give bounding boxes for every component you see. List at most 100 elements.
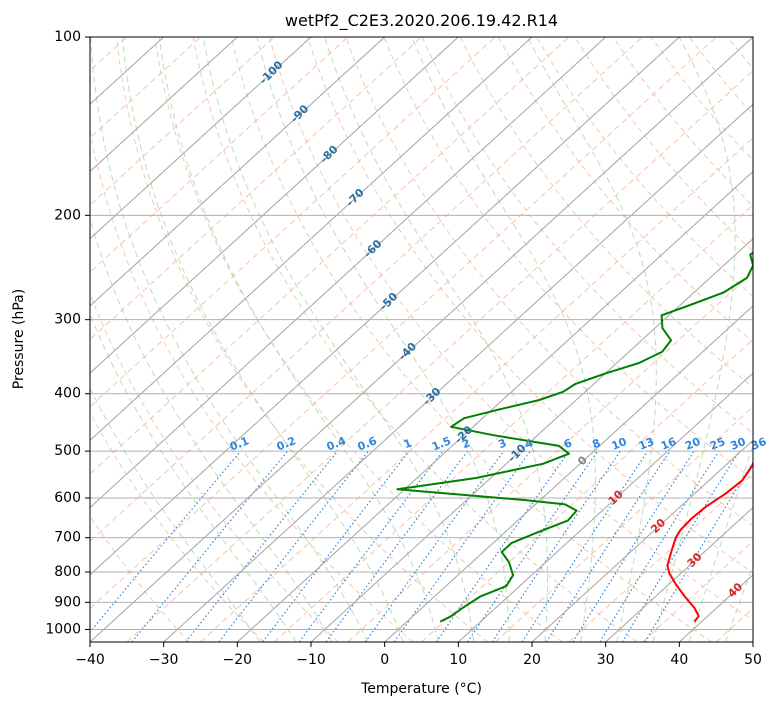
y-tick-label: 400 (54, 386, 81, 402)
mixing-ratio-label: 1 (402, 436, 414, 451)
isoline-labels: 0.1 0.2 0.4 0.6 1 1.5 2 3 4 6 8 10 13 16 20 25 30 36-100-… (228, 58, 769, 600)
mixing-ratio-line (325, 450, 468, 642)
moist-adiabat (90, 37, 369, 642)
x-tick-label: 20 (523, 652, 541, 668)
isotherm-label: -100 (257, 58, 286, 87)
reference-line (752, 641, 753, 642)
mixing-ratio-label: 25 (708, 435, 727, 453)
dry-adiabat (90, 515, 190, 642)
dry-adiabat (688, 37, 753, 116)
dry-adiabat (192, 37, 638, 642)
x-axis: −40 −30 −20 −10 0 10 20 30 40 50 (75, 642, 762, 668)
mixing-ratio-label: 2 (460, 436, 472, 451)
dry-adiabat (90, 127, 414, 642)
moist-adiabat (652, 37, 736, 642)
x-tick-label: 50 (744, 652, 762, 668)
mixing-ratio-line (185, 450, 339, 642)
dewpoint-line (396, 251, 753, 623)
isotherm-line (163, 103, 753, 642)
moist-adiabat (90, 387, 261, 642)
moist-adiabat (202, 37, 475, 642)
mixing-ratio-line (521, 450, 649, 642)
sounding-series (396, 251, 753, 623)
mixing-ratio-line (90, 450, 242, 633)
y-tick-label: 300 (54, 312, 81, 328)
moist-adiabat (158, 37, 439, 642)
mixing-ratio-label: 3 (496, 436, 508, 451)
isotherm-line (90, 37, 753, 642)
mixing-ratio-label: 36 (749, 435, 768, 453)
isotherm-line (310, 237, 753, 642)
isotherm-line (90, 37, 459, 374)
y-tick-label: 1000 (45, 621, 81, 637)
reference-line (90, 37, 533, 442)
mixing-ratio-label: 20 (683, 435, 702, 453)
y-axis-title: Pressure (hPa) (11, 289, 27, 389)
y-tick-label: 800 (54, 564, 81, 580)
y-tick-label: 600 (54, 490, 81, 506)
dry-adiabat (154, 37, 563, 642)
isotherm-line (90, 37, 607, 509)
reference-line (90, 37, 312, 240)
reference-line (90, 37, 238, 173)
moist-adiabat (90, 313, 297, 642)
plot-frame (89, 36, 754, 643)
mixing-ratio-line (298, 450, 444, 642)
isotherm-line (90, 37, 238, 173)
reference-line (90, 37, 643, 542)
x-tick-label: −40 (75, 652, 105, 668)
mixing-ratio-line (491, 450, 621, 642)
moist-adiabat (121, 37, 404, 642)
moist-adiabat (324, 37, 549, 642)
x-tick-label: 0 (380, 652, 389, 668)
reference-line (90, 37, 275, 206)
y-tick-label: 200 (54, 207, 81, 223)
mixing-ratio-label: 10 (610, 435, 629, 453)
dry-adiabat (268, 37, 753, 622)
dry-adiabat (536, 37, 753, 298)
x-tick-label: 40 (670, 652, 688, 668)
dry-adiabat (230, 37, 712, 642)
reference-line (273, 204, 753, 642)
y-tick-label: 100 (54, 29, 81, 45)
x-tick-label: −10 (296, 652, 326, 668)
mixing-ratio-line (621, 450, 740, 642)
isotherm-line (531, 439, 753, 642)
reference-line (642, 540, 753, 642)
mixing-ratio-label: 13 (637, 435, 656, 453)
dry-adiabat (307, 37, 753, 574)
dry-adiabat (727, 37, 753, 69)
grid-lines (90, 37, 753, 642)
mixing-ratio-line (466, 450, 599, 642)
mixing-ratio-label: 8 (590, 436, 602, 451)
temperature-line (666, 460, 753, 623)
dry-adiabat (574, 37, 753, 252)
mixing-ratio-label: 16 (659, 435, 678, 453)
dry-adiabat (90, 292, 339, 642)
mixing-ratio-line (435, 450, 570, 642)
isotherm-line (752, 641, 753, 642)
mixing-ratio-line (545, 450, 671, 642)
background-reference-lines (90, 37, 753, 642)
reference-line (200, 137, 753, 642)
mixing-ratio-line (262, 450, 410, 642)
moist-adiabat (90, 217, 333, 642)
mixing-ratio-line (572, 450, 695, 642)
reference-line (90, 37, 459, 374)
isotherm-line (605, 506, 753, 642)
y-tick-label: 900 (54, 594, 81, 610)
moist-adiabat (256, 37, 510, 642)
isotherm-line (90, 37, 386, 307)
reference-line (90, 37, 607, 509)
isotherm-line (90, 37, 680, 576)
x-axis-title: Temperature (°C) (360, 681, 482, 697)
y-axis: 100 200 300 400 500 600 700 800 900 1000 (45, 29, 90, 637)
dry-adiabat (116, 37, 488, 642)
x-tick-label: 10 (449, 652, 467, 668)
x-tick-label: −20 (223, 652, 253, 668)
dry-adiabat (497, 37, 753, 343)
isotherm-line (236, 170, 753, 642)
mixing-ratio-line (364, 450, 505, 642)
isotherm-line (90, 37, 533, 442)
